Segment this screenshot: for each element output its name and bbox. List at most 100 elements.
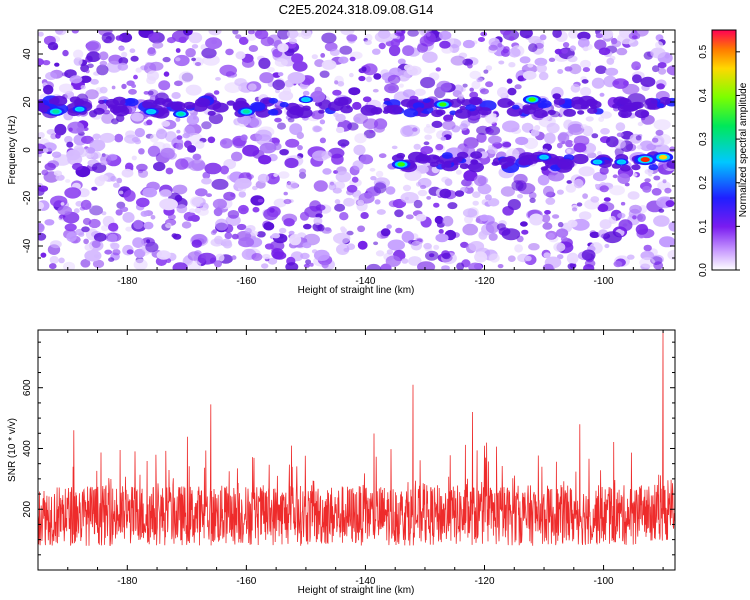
spectrum-speckle xyxy=(485,65,493,71)
spectrum-speckle xyxy=(148,90,154,96)
spectrum-speckle xyxy=(113,182,120,188)
spectrum-speckle xyxy=(271,248,284,260)
spectrum-speckle xyxy=(521,122,534,133)
spectrum-speckle xyxy=(88,218,101,229)
spectrum-speckle xyxy=(506,78,513,84)
spectrum-speckle xyxy=(262,253,271,260)
spectrum-speckle xyxy=(435,233,449,243)
spectrum-speckle xyxy=(100,160,108,166)
spectrum-speckle xyxy=(73,57,83,66)
spectrum-speckle xyxy=(64,223,77,232)
band-speckle xyxy=(74,98,85,105)
spectrogram-y-ticks: -40 -20 0 20 40 xyxy=(22,29,675,271)
spectrum-speckle xyxy=(515,136,529,146)
spectrum-speckle xyxy=(289,234,302,246)
spectrum-speckle xyxy=(104,249,113,255)
spectrum-speckle xyxy=(278,72,284,77)
spectrum-speckle xyxy=(547,233,555,240)
spectrum-speckle xyxy=(581,249,596,261)
spectrum-speckle xyxy=(462,223,479,236)
spectrum-speckle xyxy=(406,65,422,76)
spectrum-speckle xyxy=(54,123,67,136)
spectrum-speckle xyxy=(354,117,361,123)
spectrum-speckle xyxy=(303,263,310,268)
spectrum-speckle xyxy=(183,211,197,222)
spectrum-speckle xyxy=(55,30,67,36)
band-speckle xyxy=(318,109,325,114)
spectrum-speckle xyxy=(372,88,379,93)
spectrum-speckle xyxy=(611,40,622,48)
spectrum-speckle xyxy=(252,206,260,213)
spectrum-speckle xyxy=(92,133,101,140)
spectrum-speckle xyxy=(639,140,654,152)
hotspot-core xyxy=(52,109,60,114)
spectrum-speckle xyxy=(439,188,452,199)
spectrum-speckle xyxy=(567,123,585,136)
band-speckle xyxy=(360,104,379,116)
spectrum-speckle xyxy=(475,218,481,224)
snr-series-line xyxy=(38,330,675,547)
spectrum-speckle xyxy=(66,141,74,148)
spectrum-speckle xyxy=(38,185,49,192)
snr-x-label: Height of straight line (km) xyxy=(298,585,415,596)
spectrum-speckle xyxy=(152,41,164,49)
spectrum-speckle xyxy=(424,134,433,140)
spectrum-speckle xyxy=(269,207,275,213)
spectrum-speckle xyxy=(302,242,312,249)
spectrum-speckle xyxy=(244,227,252,234)
spectrum-speckle xyxy=(202,171,211,179)
spectrum-speckle xyxy=(378,153,387,159)
spectrum-speckle xyxy=(165,131,177,143)
y-tick-label: 400 xyxy=(22,440,33,457)
spectrum-speckle xyxy=(388,44,401,57)
spectrum-speckle xyxy=(358,75,366,82)
spectrum-speckle xyxy=(38,222,45,233)
y-tick-label: -20 xyxy=(22,190,33,205)
spectrum-speckle xyxy=(171,92,181,99)
spectrum-speckle xyxy=(514,244,523,253)
spectrum-speckle xyxy=(599,185,609,193)
spectrum-speckle xyxy=(497,264,504,269)
band-speckle xyxy=(453,156,463,163)
spectrum-speckle xyxy=(528,192,537,199)
spectrum-speckle xyxy=(234,78,247,87)
spectrum-speckle xyxy=(534,57,548,67)
band-speckle xyxy=(207,110,216,116)
spectrum-speckle xyxy=(71,162,83,171)
spectrum-speckle xyxy=(599,166,609,175)
spectrum-speckle xyxy=(508,61,516,68)
spectrum-speckle xyxy=(507,255,516,262)
band-speckle xyxy=(537,102,548,109)
spectrum-speckle xyxy=(66,231,77,242)
band-speckle xyxy=(507,101,515,106)
spectrum-speckle xyxy=(413,199,423,209)
spectrum-speckle xyxy=(476,125,490,135)
spectrum-speckle xyxy=(520,221,528,227)
hotspot-core xyxy=(397,162,405,167)
spectrum-speckle xyxy=(138,148,145,155)
spectrum-speckle xyxy=(312,125,322,133)
spectrum-speckle xyxy=(653,261,664,270)
x-tick-label: -140 xyxy=(355,576,375,587)
spectrum-speckle xyxy=(64,210,71,215)
hotspot-core xyxy=(242,109,250,114)
spectrum-speckle xyxy=(577,37,590,48)
spectrum-speckle xyxy=(54,62,60,67)
spectrum-speckle xyxy=(65,179,71,183)
spectrum-speckle xyxy=(287,117,295,123)
spectrum-speckle xyxy=(483,69,489,74)
spectrum-speckle xyxy=(544,132,556,144)
spectrum-speckle xyxy=(652,137,659,143)
spectrum-speckle xyxy=(450,55,466,66)
spectrum-speckle xyxy=(148,33,160,41)
spectrum-speckle xyxy=(238,237,255,248)
spectrum-speckle xyxy=(357,225,366,233)
spectrum-speckle xyxy=(125,226,133,232)
spectrum-speckle xyxy=(44,162,56,171)
spectrum-speckle xyxy=(635,135,642,141)
spectrum-speckle xyxy=(291,53,304,64)
spectrum-speckle xyxy=(241,58,255,68)
spectrum-speckle xyxy=(305,259,312,265)
spectrum-speckle xyxy=(652,65,660,73)
spectrum-speckle xyxy=(240,207,247,212)
